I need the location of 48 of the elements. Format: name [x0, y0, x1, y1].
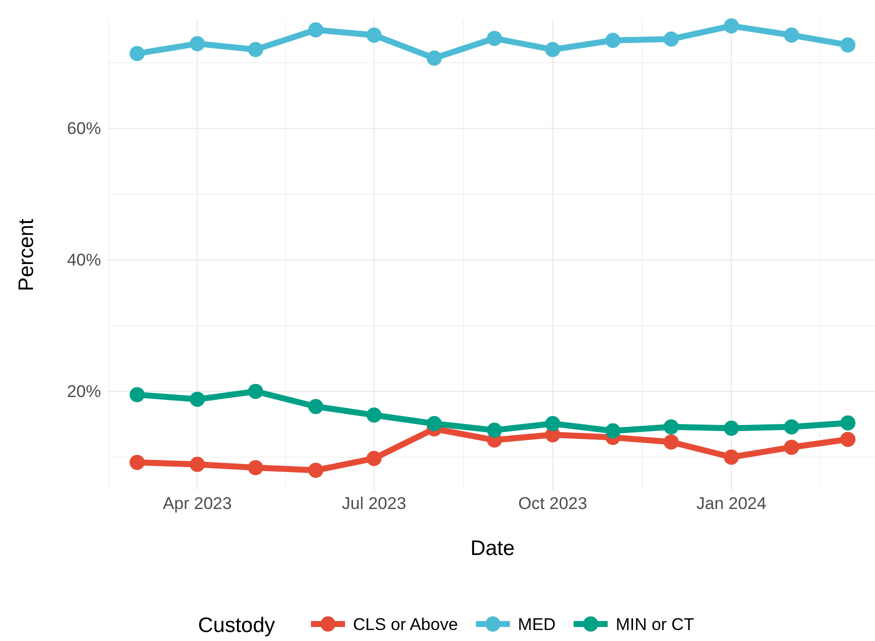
point — [366, 408, 382, 423]
legend-title: Custody — [198, 614, 276, 637]
point — [724, 18, 739, 34]
x-tick-label: Apr 2023 — [162, 494, 232, 514]
point — [130, 387, 145, 402]
x-axis-title: Date — [470, 537, 515, 560]
legend-label: CLS or Above — [353, 615, 458, 634]
point — [248, 42, 264, 58]
point — [130, 46, 145, 62]
point — [308, 22, 324, 38]
y-tick-label: 60% — [66, 118, 101, 138]
point — [664, 434, 679, 450]
point — [840, 432, 856, 447]
point — [605, 32, 620, 48]
point — [784, 419, 800, 434]
point — [545, 42, 560, 58]
x-tick-label: Jul 2023 — [342, 494, 406, 514]
y-tick-label: 40% — [66, 250, 101, 270]
y-tick-label: 20% — [66, 382, 101, 401]
point — [426, 416, 442, 432]
point — [130, 454, 145, 470]
point — [486, 30, 502, 46]
point — [545, 416, 560, 432]
point — [784, 440, 800, 455]
point — [784, 28, 800, 43]
x-tick-label: Oct 2023 — [518, 494, 588, 514]
point — [664, 419, 679, 434]
point — [248, 384, 264, 399]
legend-label: MIN or CT — [616, 615, 694, 634]
point — [190, 456, 205, 472]
point — [190, 392, 205, 407]
point — [308, 462, 324, 478]
point — [724, 450, 739, 465]
point — [308, 398, 324, 414]
point — [190, 36, 205, 52]
legend-label: MED — [518, 615, 556, 634]
point — [426, 50, 442, 66]
point — [366, 450, 382, 466]
point — [248, 460, 264, 476]
point — [366, 28, 382, 43]
point — [605, 423, 620, 438]
point — [724, 420, 739, 436]
point — [486, 422, 502, 438]
point — [664, 32, 679, 47]
x-tick-label: Jan 2024 — [696, 494, 766, 514]
point — [840, 37, 856, 53]
y-axis-title: Percent — [15, 218, 38, 292]
point — [840, 415, 856, 431]
